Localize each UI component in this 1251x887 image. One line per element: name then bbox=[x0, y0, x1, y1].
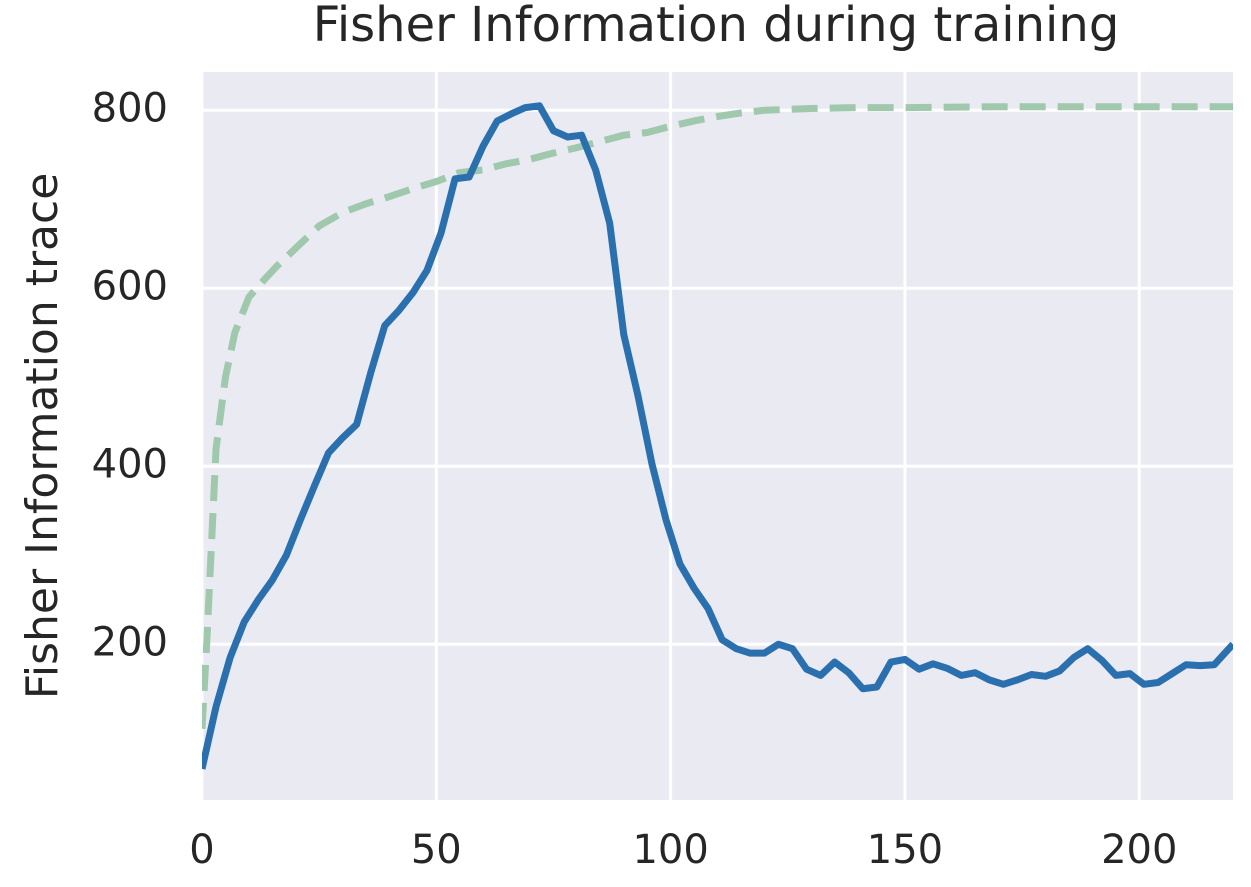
x-tick-label: 0 bbox=[189, 827, 214, 873]
plot-area bbox=[202, 72, 1233, 800]
x-tick-label: 100 bbox=[632, 827, 708, 873]
y-tick-label: 200 bbox=[92, 619, 168, 665]
y-axis-label: Fisher Information trace bbox=[17, 173, 68, 700]
y-tick-label: 800 bbox=[92, 85, 168, 131]
series-line bbox=[202, 102, 1233, 770]
y-tick-label: 600 bbox=[92, 263, 168, 309]
x-tick-label: 50 bbox=[411, 827, 462, 873]
lines bbox=[202, 102, 1233, 770]
grid bbox=[200, 72, 1233, 800]
chart-title: Fisher Information during training bbox=[313, 0, 1120, 53]
y-tick-label: 400 bbox=[92, 441, 168, 487]
x-tick-label: 150 bbox=[867, 827, 943, 873]
series-line bbox=[202, 103, 1233, 729]
x-tick-label: 200 bbox=[1101, 827, 1177, 873]
